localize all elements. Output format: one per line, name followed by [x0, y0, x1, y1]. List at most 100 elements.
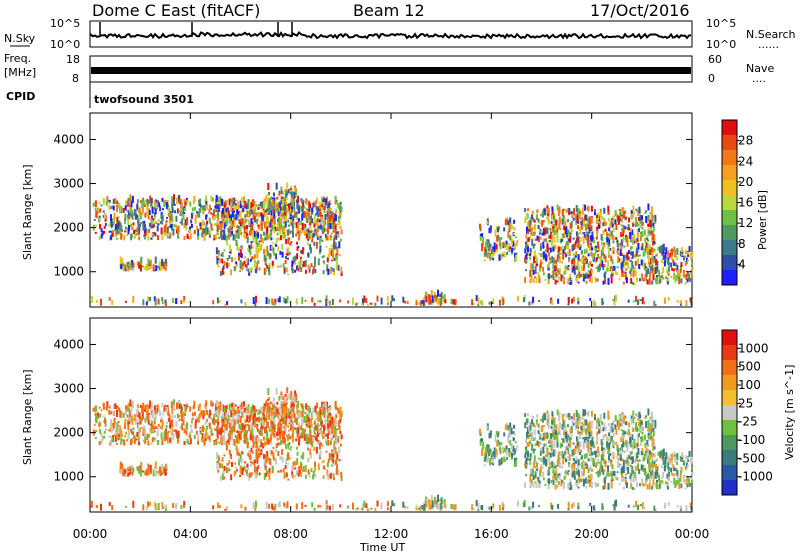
- range-time-cell: [215, 399, 218, 407]
- range-time-cell: [157, 440, 159, 445]
- range-time-cell: [643, 248, 646, 256]
- range-time-cell: [539, 264, 542, 272]
- range-time-cell: [494, 229, 497, 237]
- range-time-cell: [311, 297, 314, 303]
- range-time-cell: [333, 213, 336, 219]
- range-time-cell: [277, 265, 280, 268]
- range-time-cell: [188, 442, 191, 445]
- range-time-cell: [233, 409, 236, 416]
- range-time-cell: [289, 188, 292, 191]
- range-time-cell: [317, 463, 320, 471]
- range-time-cell: [684, 261, 687, 265]
- range-time-cell: [582, 238, 585, 245]
- range-time-cell: [582, 232, 585, 235]
- range-time-cell: [652, 273, 655, 281]
- range-time-cell: [321, 437, 324, 440]
- range-time-cell: [543, 220, 546, 223]
- range-time-cell: [542, 251, 545, 259]
- range-time-cell: [268, 406, 271, 412]
- range-time-cell: [199, 198, 201, 203]
- range-time-cell: [481, 300, 483, 305]
- range-time-cell: [251, 256, 254, 260]
- range-time-cell: [568, 207, 571, 215]
- range-time-cell: [151, 411, 154, 419]
- range-time-cell: [625, 268, 628, 271]
- range-time-cell: [277, 237, 280, 241]
- range-time-cell: [515, 252, 518, 255]
- range-time-cell: [321, 239, 324, 242]
- range-time-cell: [537, 271, 540, 277]
- range-time-cell: [579, 228, 582, 234]
- range-time-cell: [161, 423, 164, 430]
- range-time-cell: [336, 223, 339, 226]
- range-time-cell: [305, 423, 308, 426]
- range-time-cell: [330, 423, 333, 430]
- range-time-cell: [338, 459, 341, 462]
- range-time-cell: [609, 222, 612, 229]
- range-time-cell: [581, 455, 583, 460]
- range-time-cell: [558, 268, 561, 271]
- range-time-cell: [569, 223, 572, 229]
- range-time-cell: [575, 251, 578, 256]
- range-time-cell: [641, 273, 643, 279]
- range-time-cell: [164, 232, 167, 237]
- range-time-cell: [630, 267, 633, 272]
- range-time-cell: [294, 460, 297, 466]
- range-time-cell: [196, 416, 198, 419]
- range-time-cell: [618, 209, 621, 211]
- range-time-cell: [173, 203, 176, 206]
- range-time-cell: [275, 238, 278, 244]
- range-time-cell: [173, 224, 176, 228]
- range-time-cell: [673, 246, 676, 253]
- range-time-cell: [546, 245, 549, 253]
- range-time-cell: [632, 300, 635, 303]
- range-time-cell: [126, 209, 129, 213]
- range-time-cell: [612, 420, 615, 428]
- range-time-cell: [110, 206, 113, 210]
- range-time-cell: [607, 415, 610, 420]
- range-time-cell: [249, 455, 252, 461]
- range-time-cell: [332, 423, 335, 430]
- range-time-cell: [264, 415, 267, 418]
- range-time-cell: [109, 230, 112, 233]
- range-time-cell: [637, 242, 640, 250]
- range-time-cell: [169, 437, 172, 443]
- range-time-cell: [524, 277, 527, 283]
- range-time-cell: [102, 419, 105, 423]
- range-time-cell: [124, 268, 127, 271]
- range-time-cell: [588, 244, 591, 250]
- range-time-cell: [258, 240, 261, 243]
- range-time-cell: [270, 210, 273, 216]
- range-time-cell: [548, 251, 550, 257]
- range-time-cell: [202, 231, 205, 235]
- range-time-cell: [267, 388, 270, 395]
- range-time-cell: [508, 427, 511, 434]
- range-time-cell: [555, 219, 558, 226]
- range-time-cell: [197, 433, 200, 441]
- range-time-cell: [134, 417, 137, 425]
- range-time-cell: [624, 237, 627, 241]
- range-time-cell: [307, 211, 310, 217]
- range-time-cell: [506, 251, 509, 255]
- range-time-cell: [147, 263, 150, 271]
- range-time-cell: [289, 435, 292, 438]
- range-time-cell: [249, 430, 252, 432]
- range-time-cell: [577, 297, 580, 305]
- range-time-cell: [217, 459, 220, 465]
- range-time-cell: [267, 402, 270, 406]
- range-time-cell: [272, 241, 275, 244]
- range-time-cell: [239, 454, 242, 462]
- noise-sky-line: [90, 30, 692, 40]
- range-time-cell: [624, 226, 627, 230]
- range-time-cell: [616, 250, 619, 254]
- range-time-cell: [172, 433, 175, 441]
- range-time-cell: [327, 423, 330, 429]
- range-time-cell: [144, 231, 147, 237]
- range-time-cell: [276, 427, 279, 433]
- range-time-cell: [676, 300, 679, 303]
- range-time-cell: [240, 431, 242, 437]
- range-time-cell: [273, 412, 276, 415]
- range-time-cell: [650, 206, 653, 212]
- range-time-cell: [225, 445, 228, 451]
- range-time-cell: [533, 224, 536, 231]
